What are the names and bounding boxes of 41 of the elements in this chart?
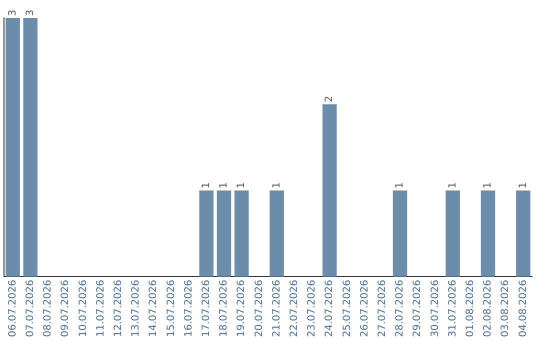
x-tick-label: 22.07.2026 xyxy=(288,280,300,338)
data-label: 1 xyxy=(271,182,282,188)
x-tick-label: 03.08.2026 xyxy=(500,280,512,338)
x-tick-label: 04.08.2026 xyxy=(518,280,529,338)
x-tick-label: 13.07.2026 xyxy=(130,280,142,338)
x-tick-label: 07.07.2026 xyxy=(24,280,36,338)
x-tick-label: 30.07.2026 xyxy=(430,280,441,338)
data-label: 3 xyxy=(24,10,36,16)
x-tick-label: 12.07.2026 xyxy=(112,280,124,338)
data-label: 3 xyxy=(7,10,18,16)
x-tick-label: 15.07.2026 xyxy=(166,280,177,338)
data-label: 1 xyxy=(200,182,212,188)
x-tick-label: 23.07.2026 xyxy=(306,280,318,338)
x-tick-label: 28.07.2026 xyxy=(394,280,406,338)
data-label: 1 xyxy=(236,182,248,188)
x-tick-label: 21.07.2026 xyxy=(271,280,282,338)
x-tick-label: 31.07.2026 xyxy=(447,280,458,338)
x-tick-label: 14.07.2026 xyxy=(148,280,160,338)
data-label: 1 xyxy=(447,182,458,188)
x-tick-label: 18.07.2026 xyxy=(218,280,230,338)
x-tick-label: 08.07.2026 xyxy=(42,280,54,338)
x-tick-label: 11.07.2026 xyxy=(95,280,106,338)
x-tick-label: 26.07.2026 xyxy=(359,280,370,338)
x-tick-label: 29.07.2026 xyxy=(412,280,424,338)
x-tick-label: 10.07.2026 xyxy=(78,280,89,338)
x-tick-label: 01.08.2026 xyxy=(464,280,476,338)
data-label: 1 xyxy=(518,182,529,188)
x-tick-label: 17.07.2026 xyxy=(200,280,212,338)
x-tick-label: 09.07.2026 xyxy=(60,280,72,338)
x-tick-label: 02.08.2026 xyxy=(482,280,494,338)
x-tick-label: 19.07.2026 xyxy=(236,280,248,338)
x-tick-label: 24.07.2026 xyxy=(324,280,336,338)
x-tick-label: 06.07.2026 xyxy=(7,280,18,338)
x-tick-label: 20.07.2026 xyxy=(254,280,265,338)
data-label: 1 xyxy=(482,182,494,188)
data-label: 2 xyxy=(324,96,336,102)
data-label: 1 xyxy=(218,182,230,188)
x-tick-label: 27.07.2026 xyxy=(376,280,388,338)
data-label: 1 xyxy=(394,182,406,188)
x-tick-label: 16.07.2026 xyxy=(183,280,194,338)
x-tick-label: 25.07.2026 xyxy=(342,280,353,338)
